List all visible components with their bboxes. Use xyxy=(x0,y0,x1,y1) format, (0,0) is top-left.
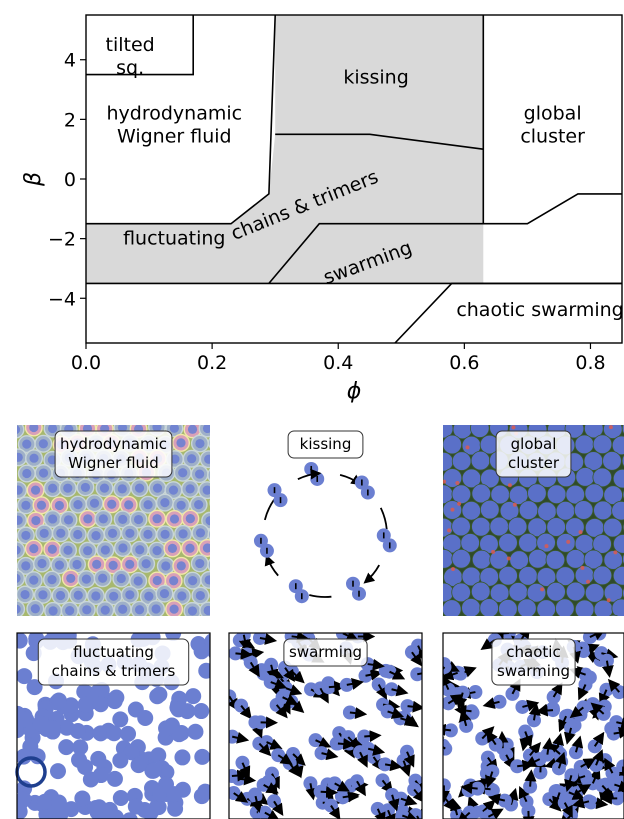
panel-label: chaotic xyxy=(506,643,560,661)
y-tick-label: 0 xyxy=(64,169,76,191)
region-label-wigner: hydrodynamic Wigner fluid xyxy=(106,102,242,147)
panel-label-box xyxy=(287,430,364,459)
phase-diagram: tilted sq. hydrodynamic Wigner fluid kissing… xyxy=(21,14,624,404)
region-label-kissing: kissing xyxy=(343,67,408,89)
region-label-line: Wigner fluid xyxy=(117,125,232,147)
panel-label: swarming xyxy=(497,662,570,680)
region-label-global: global cluster xyxy=(520,102,585,147)
region-label-line: tilted xyxy=(106,34,155,56)
panel-label-box xyxy=(283,638,368,667)
panel-label-box xyxy=(37,638,190,686)
region-label-line: sq. xyxy=(116,57,144,79)
panel-label-box xyxy=(491,638,576,686)
panel-label: hydrodynamic xyxy=(60,435,167,453)
region-label-line: global xyxy=(524,102,582,124)
y-tick-label: 2 xyxy=(64,109,76,131)
panel-swarming: swarming xyxy=(228,632,423,819)
panel-label: Wigner fluid xyxy=(68,454,159,472)
y-axis-label: β xyxy=(21,172,46,187)
panel-kissing: kissing xyxy=(229,425,422,616)
region-label-line: fluctuating xyxy=(123,228,225,250)
region-label-line: cluster xyxy=(520,125,585,147)
boundary-tilted-box xyxy=(86,15,194,76)
region-swarm-strip xyxy=(268,223,484,284)
region-label-chaotic: chaotic swarming xyxy=(456,299,623,321)
y-tick-label: −2 xyxy=(48,229,76,251)
panel-label: chains & trimers xyxy=(52,662,176,680)
x-tick-label: 0.2 xyxy=(197,352,227,374)
boundary-swarm-top xyxy=(268,193,622,284)
y-tick-label: 4 xyxy=(64,50,76,72)
x-tick-label: 0.6 xyxy=(449,352,479,374)
panel-label: cluster xyxy=(508,454,560,472)
region-label-line: kissing xyxy=(343,67,408,89)
x-axis-label: ϕ xyxy=(347,379,362,404)
boundary-chaotic-edge xyxy=(394,282,622,343)
y-tick-label: −4 xyxy=(48,288,76,310)
panel-label-box xyxy=(495,430,572,478)
panel-label: global xyxy=(511,435,557,453)
y-axis: 4 2 0 −2 −4 xyxy=(48,50,86,310)
region-label-tilted: tilted sq. xyxy=(106,34,155,79)
region-label-fluctuating: fluctuating xyxy=(123,228,225,250)
boundary-kissing-bottom xyxy=(275,133,484,150)
boundary-wigner-edge xyxy=(86,15,276,225)
x-tick-label: 0.0 xyxy=(71,352,101,374)
panel-label: kissing xyxy=(300,435,352,453)
region-kissing xyxy=(275,15,484,150)
x-tick-label: 0.4 xyxy=(323,352,353,374)
x-axis: 0.0 0.2 0.4 0.6 0.8 xyxy=(71,343,606,374)
panel-label-box xyxy=(54,430,173,478)
region-label-line: chaotic swarming xyxy=(456,299,623,321)
panel-label: swarming xyxy=(289,643,362,661)
region-label-line: hydrodynamic xyxy=(106,102,242,124)
x-tick-label: 0.8 xyxy=(575,352,605,374)
region-chains xyxy=(86,134,484,284)
panel-label: fluctuating xyxy=(73,643,154,661)
